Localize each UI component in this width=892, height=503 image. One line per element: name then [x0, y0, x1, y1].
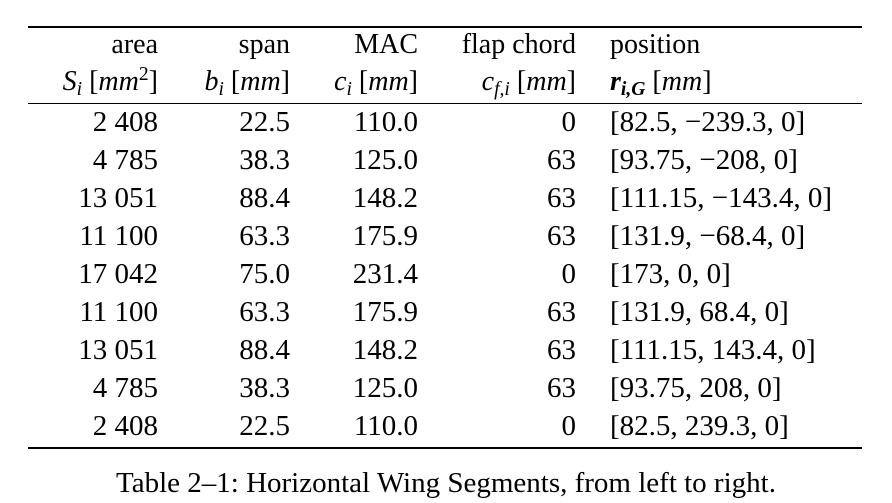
cell-span: 63.3 [239, 296, 290, 328]
cell-area: 4 785 [92, 372, 158, 404]
table-row: 13 051 88.4 148.2 63 [111.15, −143.4, 0] [0, 179, 892, 217]
header-span: span [238, 29, 290, 60]
header-row-labels: area span MAC flap chord position [0, 26, 892, 64]
cell-mac: 125.0 [352, 144, 418, 176]
header-row-symbols: Si [mm2] bi [mm] ci [mm] cf,i [mm] ri,G … [0, 63, 892, 101]
cell-span: 22.5 [239, 410, 290, 442]
cell-position: [131.9, 68.4, 0] [610, 296, 789, 328]
cell-mac: 125.0 [352, 372, 418, 404]
cell-span: 38.3 [239, 372, 290, 404]
header-area: area [111, 29, 158, 60]
cell-area: 11 100 [79, 220, 158, 252]
cell-mac: 148.2 [352, 334, 418, 366]
cell-flap-chord: 63 [547, 182, 576, 214]
table-row: 17 042 75.0 231.4 0 [173, 0, 0] [0, 255, 892, 293]
table-row: 11 100 63.3 175.9 63 [131.9, 68.4, 0] [0, 293, 892, 331]
cell-mac: 110.0 [353, 106, 418, 138]
cell-flap-chord: 0 [561, 258, 577, 290]
table-row: 11 100 63.3 175.9 63 [131.9, −68.4, 0] [0, 217, 892, 255]
header-position: position [610, 29, 701, 60]
cell-area: 2 408 [92, 106, 158, 138]
table-row: 2 408 22.5 110.0 0 [82.5, 239.3, 0] [0, 407, 892, 445]
cell-area: 11 100 [79, 296, 158, 328]
cell-flap-chord: 0 [561, 410, 577, 442]
cell-area: 13 051 [78, 182, 158, 214]
table-row: 13 051 88.4 148.2 63 [111.15, 143.4, 0] [0, 331, 892, 369]
cell-position: [82.5, −239.3, 0] [610, 106, 806, 138]
cell-position: [111.15, 143.4, 0] [610, 334, 816, 366]
cell-area: 4 785 [92, 144, 158, 176]
cell-mac: 175.9 [352, 296, 418, 328]
cell-flap-chord: 63 [547, 296, 576, 328]
cell-span: 63.3 [239, 220, 290, 252]
cell-flap-chord: 63 [547, 144, 576, 176]
bottom-rule [28, 447, 862, 449]
table-row: 4 785 38.3 125.0 63 [93.75, −208, 0] [0, 141, 892, 179]
cell-flap-chord: 63 [547, 372, 576, 404]
symbol-flap-chord: cf,i [mm] [481, 66, 576, 100]
cell-mac: 148.2 [352, 182, 418, 214]
cell-area: 17 042 [78, 258, 158, 290]
header-flap-chord: flap chord [461, 29, 576, 60]
symbol-position: ri,G [mm] [610, 66, 712, 100]
cell-area: 13 051 [78, 334, 158, 366]
symbol-span: bi [mm] [204, 66, 290, 100]
cell-position: [93.75, −208, 0] [610, 144, 798, 176]
cell-span: 38.3 [239, 144, 290, 176]
cell-span: 75.0 [239, 258, 290, 290]
table-row: 2 408 22.5 110.0 0 [82.5, −239.3, 0] [0, 103, 892, 141]
header-rule [28, 103, 862, 104]
symbol-mac: ci [mm] [334, 66, 418, 100]
cell-mac: 231.4 [352, 258, 418, 290]
cell-position: [173, 0, 0] [610, 258, 731, 290]
cell-span: 88.4 [239, 182, 290, 214]
cell-flap-chord: 63 [547, 220, 576, 252]
cell-position: [131.9, −68.4, 0] [610, 220, 806, 252]
cell-span: 22.5 [239, 106, 290, 138]
cell-position: [82.5, 239.3, 0] [610, 410, 789, 442]
table-row: 4 785 38.3 125.0 63 [93.75, 208, 0] [0, 369, 892, 407]
table-caption: Table 2–1: Horizontal Wing Segments, fro… [116, 467, 776, 499]
cell-mac: 110.0 [353, 410, 418, 442]
cell-position: [93.75, 208, 0] [610, 372, 782, 404]
cell-area: 2 408 [92, 410, 158, 442]
cell-mac: 175.9 [352, 220, 418, 252]
cell-span: 88.4 [239, 334, 290, 366]
symbol-area: Si [mm2] [62, 64, 158, 100]
top-rule [28, 26, 862, 28]
header-mac: MAC [354, 29, 418, 60]
cell-flap-chord: 0 [561, 106, 577, 138]
cell-flap-chord: 63 [547, 334, 576, 366]
cell-position: [111.15, −143.4, 0] [610, 182, 833, 214]
